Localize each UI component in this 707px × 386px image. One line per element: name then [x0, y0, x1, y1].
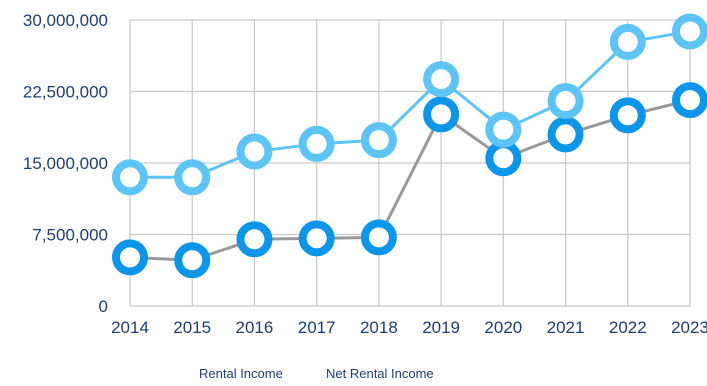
data-point-series-1: [547, 116, 584, 153]
data-point-series-0: [485, 111, 522, 148]
x-axis-ticks: 2014 2015 2016 2017 2018 2019 2020 2021 2022 2023: [111, 318, 707, 337]
data-point-series-0: [298, 125, 335, 162]
series-lines: [129, 29, 691, 262]
data-point-series-1: [236, 221, 273, 258]
x-tick-label: 2015: [173, 318, 211, 337]
data-point-series-0: [547, 83, 584, 120]
data-point-series-0: [174, 159, 211, 196]
y-tick-label: 30,000,000: [23, 11, 108, 30]
data-point-series-0: [609, 23, 646, 60]
series-line-0: [130, 29, 691, 179]
data-point-series-1: [609, 97, 646, 134]
y-tick-label: 15,000,000: [23, 154, 108, 173]
data-point-series-0: [112, 159, 148, 196]
y-tick-label: 0: [99, 297, 108, 316]
data-point-series-1: [298, 220, 335, 257]
data-point-series-0: [236, 133, 273, 170]
legend-entry-rental-income: Rental Income: [199, 366, 283, 381]
data-point-series-1: [423, 96, 460, 133]
data-point-series-1: [672, 82, 707, 119]
data-point-series-0: [672, 13, 707, 50]
data-point-series-1: [112, 239, 148, 276]
x-tick-label: 2016: [236, 318, 274, 337]
data-point-series-0: [360, 122, 397, 159]
y-tick-label: 22,500,000: [23, 83, 108, 102]
data-point-series-1: [174, 242, 211, 279]
data-point-series-1: [485, 140, 522, 177]
legend-entry-net-rental-income: Net Rental Income: [326, 366, 434, 381]
x-tick-label: 2022: [609, 318, 647, 337]
x-tick-label: 2019: [422, 318, 460, 337]
x-tick-label: 2014: [111, 318, 149, 337]
data-point-series-1: [360, 219, 397, 256]
y-tick-label: 7,500,000: [32, 226, 108, 245]
data-point-series-0: [423, 61, 460, 98]
x-tick-label: 2021: [547, 318, 585, 337]
legend: Rental Income Net Rental Income: [0, 366, 707, 386]
x-tick-label: 2023: [671, 318, 707, 337]
series-points: [112, 13, 707, 279]
x-tick-label: 2018: [360, 318, 398, 337]
y-axis-ticks: 0 7,500,000 15,000,000 22,500,000 30,000,000: [23, 11, 108, 316]
x-tick-label: 2017: [298, 318, 336, 337]
x-tick-label: 2020: [484, 318, 522, 337]
series-line-1: [129, 98, 691, 262]
